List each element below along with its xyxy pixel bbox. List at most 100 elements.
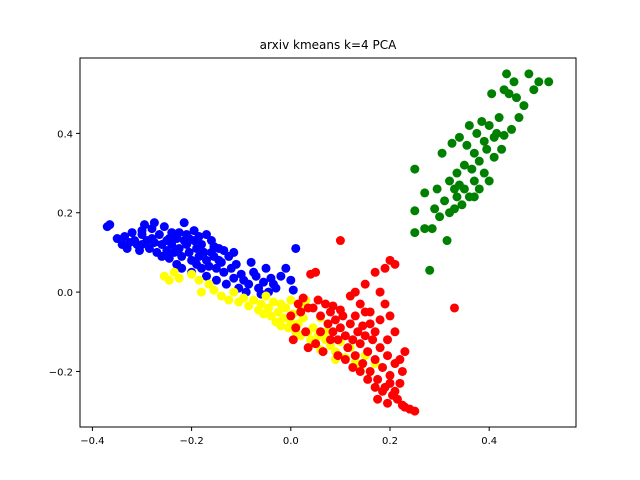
scatter-point-s2-23 xyxy=(363,347,373,357)
scatter-point-s1-18 xyxy=(259,309,269,319)
scatter-point-s3-19 xyxy=(452,192,462,202)
scatter-point-s2-14 xyxy=(340,331,350,341)
scatter-point-s2-29 xyxy=(378,362,388,372)
scatter-point-s1-4 xyxy=(187,269,197,279)
scatter-point-s3-3 xyxy=(420,224,430,234)
scatter-point-s0-33 xyxy=(177,251,187,261)
scatter-point-s2-15 xyxy=(343,343,353,353)
scatter-point-s3-28 xyxy=(467,164,477,174)
scatter-point-s2-4 xyxy=(313,295,323,305)
scatter-point-s3-4 xyxy=(420,188,430,198)
scatter-point-s2-71 xyxy=(373,394,383,404)
scatter-point-s3-10 xyxy=(437,148,447,158)
scatter-point-s2-69 xyxy=(363,374,373,384)
scatter-point-s0-67 xyxy=(244,279,254,289)
scatter-point-s3-8 xyxy=(432,184,442,194)
scatter-point-s2-17 xyxy=(348,335,358,345)
scatter-point-s3-49 xyxy=(509,77,519,87)
scatter-point-s2-46 xyxy=(370,267,380,277)
scatter-point-s2-81 xyxy=(358,321,368,331)
scatter-point-s1-14 xyxy=(244,301,254,311)
scatter-point-s2-22 xyxy=(360,331,370,341)
scatter-point-s0-20 xyxy=(154,230,164,240)
scatter-point-s3-6 xyxy=(427,224,437,234)
scatter-point-s0-82 xyxy=(288,285,298,295)
scatter-point-s1-20 xyxy=(266,311,276,321)
scatter-point-s0-7 xyxy=(127,228,137,238)
scatter-point-s1-15 xyxy=(249,295,259,305)
scatter-point-s0-68 xyxy=(246,257,256,267)
scatter-point-s0-90 xyxy=(194,232,204,242)
scatter-point-s1-37 xyxy=(308,323,318,333)
scatter-point-s2-24 xyxy=(365,366,375,376)
scatter-point-s0-2 xyxy=(112,234,122,244)
scatter-point-s2-77 xyxy=(316,327,326,337)
scatter-point-s3-13 xyxy=(445,176,455,186)
scatter-point-s2-79 xyxy=(335,305,345,315)
scatter-point-s0-50 xyxy=(204,261,214,271)
scatter-point-s3-18 xyxy=(452,168,462,178)
scatter-point-s3-1 xyxy=(410,206,420,216)
scatter-point-s3-44 xyxy=(497,144,507,154)
scatter-point-s1-25 xyxy=(278,313,288,323)
scatter-point-s2-21 xyxy=(358,359,368,369)
scatter-point-s1-17 xyxy=(256,299,266,309)
scatter-point-s3-35 xyxy=(479,168,489,178)
scatter-point-s0-1 xyxy=(105,220,115,230)
scatter-point-s2-63 xyxy=(318,347,328,357)
scatter-point-s0-15 xyxy=(144,243,154,253)
plot-frame xyxy=(79,57,577,428)
scatter-point-s2-65 xyxy=(333,351,343,361)
scatter-point-s2-74 xyxy=(385,378,395,388)
scatter-point-s3-57 xyxy=(499,130,509,140)
scatter-point-s3-52 xyxy=(519,101,529,111)
scatter-point-s2-31 xyxy=(383,351,393,361)
scatter-point-s2-60 xyxy=(301,327,311,337)
scatter-point-s3-53 xyxy=(524,69,534,79)
x-tick-label: −0.2 xyxy=(179,436,203,447)
scatter-point-s1-19 xyxy=(263,303,273,313)
scatter-point-s2-1 xyxy=(311,267,321,277)
scatter-point-s3-22 xyxy=(457,200,467,210)
scatter-point-s3-59 xyxy=(469,192,479,202)
scatter-point-s2-90 xyxy=(293,299,303,309)
scatter-point-s3-0 xyxy=(410,164,420,174)
scatter-point-s2-64 xyxy=(325,335,335,345)
scatter-point-s0-95 xyxy=(206,247,216,257)
scatter-point-s3-40 xyxy=(487,89,497,99)
scatter-point-s2-27 xyxy=(373,374,383,384)
scatter-point-s0-89 xyxy=(189,226,199,236)
scatter-point-s3-51 xyxy=(514,113,524,123)
scatter-point-s3-38 xyxy=(484,176,494,186)
scatter-point-s0-88 xyxy=(137,226,147,236)
scatter-point-s0-32 xyxy=(174,243,184,253)
scatter-point-s0-62 xyxy=(231,259,241,269)
y-axis: −0.2 0.0 0.2 0.4 xyxy=(49,129,80,378)
scatter-point-s3-47 xyxy=(504,89,514,99)
scatter-point-s0-97 xyxy=(214,255,224,265)
scatter-point-s1-13 xyxy=(239,293,249,303)
scatter-point-s1-23 xyxy=(273,307,283,317)
scatter-point-s0-83 xyxy=(291,243,301,253)
scatter-point-s3-21 xyxy=(454,132,464,142)
scatter-point-s1-21 xyxy=(268,297,278,307)
scatter-point-s0-61 xyxy=(229,273,239,283)
scatter-point-s1-7 xyxy=(204,279,214,289)
scatter-point-s0-53 xyxy=(211,263,221,273)
scatter-point-s2-56 xyxy=(296,307,306,317)
scatter-point-s2-58 xyxy=(286,311,296,321)
scatter-point-s0-92 xyxy=(219,245,229,255)
scatter-point-s2-11 xyxy=(333,335,343,345)
scatter-point-s3-56 xyxy=(544,77,554,87)
scatter-point-s2-70 xyxy=(370,382,380,392)
scatter-point-s2-87 xyxy=(397,366,407,376)
scatter-point-s3-23 xyxy=(459,160,469,170)
scatter-point-s3-24 xyxy=(459,184,469,194)
scatter-point-s2-41 xyxy=(390,327,400,337)
scatter-point-s2-16 xyxy=(345,319,355,329)
x-tick-label: 0.4 xyxy=(481,436,497,447)
scatter-point-s0-34 xyxy=(177,263,187,273)
scatter-point-s1-57 xyxy=(286,295,296,305)
scatter-point-s3-34 xyxy=(477,116,487,126)
